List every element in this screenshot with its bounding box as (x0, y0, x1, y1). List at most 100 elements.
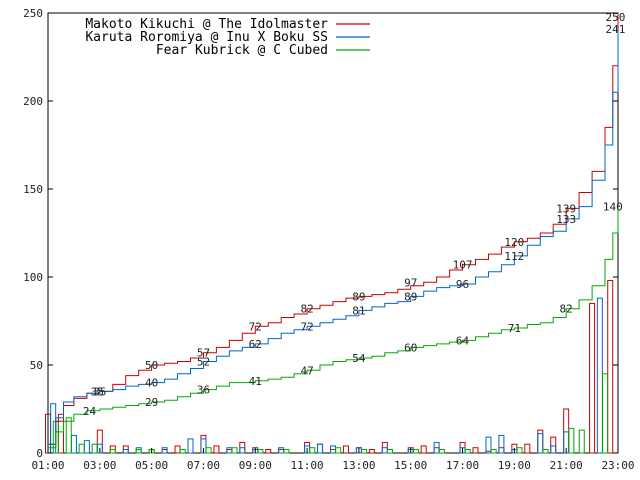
bar-series-2 (226, 447, 233, 454)
line-series-2 (48, 28, 619, 445)
y-tick-label: 100 (23, 271, 43, 284)
bar-series-3 (257, 448, 264, 454)
legend: Makoto Kikuchi @ The Idolmaster Karuta R… (85, 17, 370, 58)
y-tick-label: 50 (30, 359, 43, 372)
x-tick-label: 09:00 (239, 459, 272, 472)
lines-layer (48, 13, 619, 449)
point-label-series-2: 72 (300, 320, 313, 333)
bar-series-3 (602, 373, 609, 454)
bar-series-3 (309, 447, 316, 454)
bar-series-3 (231, 447, 238, 454)
bar-series-3 (78, 443, 85, 454)
bars-layer (45, 280, 614, 454)
bar-series-3 (91, 443, 98, 454)
bar-series-1 (433, 447, 440, 454)
bar-series-3 (361, 448, 368, 454)
point-label-series-3: 47 (300, 364, 313, 377)
x-tick-label: 05:00 (135, 459, 168, 472)
x-tick-label: 21:00 (550, 459, 583, 472)
point-label-series-1: 89 (352, 290, 365, 303)
bar-series-3 (65, 417, 72, 454)
bar-series-2 (239, 447, 246, 454)
point-label-series-1: 107 (453, 259, 473, 272)
bar-series-1 (524, 443, 531, 454)
x-tick-label: 11:00 (291, 459, 324, 472)
x-tick-label: 01:00 (31, 459, 64, 472)
bar-series-1 (368, 448, 375, 454)
point-label-series-2: 40 (145, 377, 158, 390)
bar-series-1 (589, 302, 596, 454)
point-label-series-3: 60 (404, 341, 417, 354)
bar-series-3 (516, 447, 523, 454)
bar-series-2 (161, 447, 168, 454)
bar-series-1 (213, 445, 220, 454)
line-series-3 (48, 206, 619, 449)
point-label-series-2: 241 (605, 23, 625, 36)
bar-series-1 (174, 445, 181, 454)
point-labels-layer: 3550577282899710712013925035405262728189… (83, 11, 626, 418)
bar-series-1 (161, 448, 168, 454)
x-tick-label: 17:00 (446, 459, 479, 472)
bar-series-3 (464, 448, 471, 454)
bar-series-3 (490, 448, 497, 454)
point-label-series-3: 36 (197, 384, 210, 397)
bar-series-1 (265, 448, 272, 454)
bar-series-2 (537, 433, 544, 454)
bar-series-2 (70, 434, 77, 454)
point-label-series-2: 89 (404, 290, 417, 303)
y-tick-label: 200 (23, 95, 43, 108)
point-label-series-3: 24 (83, 405, 97, 418)
point-label-series-2: 81 (352, 304, 365, 317)
bar-series-1 (226, 448, 233, 454)
point-label-series-1: 250 (605, 11, 625, 24)
bar-series-3 (109, 448, 116, 454)
point-label-series-1: 120 (504, 236, 524, 249)
x-tick-label: 15:00 (394, 459, 427, 472)
y-tick-label: 150 (23, 183, 43, 196)
bar-series-3 (542, 448, 549, 454)
bar-series-1 (278, 448, 285, 454)
bar-series-2 (550, 445, 557, 454)
point-label-series-2: 52 (197, 355, 210, 368)
bar-series-3 (335, 447, 342, 454)
bar-series-1 (472, 447, 479, 454)
x-tick-label: 13:00 (342, 459, 375, 472)
point-label-series-1: 139 (556, 202, 576, 215)
point-label-series-3: 64 (456, 334, 470, 347)
bar-series-3 (568, 427, 575, 454)
bar-series-1 (550, 436, 557, 454)
x-tick-label: 23:00 (601, 459, 634, 472)
legend-label-series-2: Karuta Roromiya @ Inu X Boku SS (85, 30, 328, 45)
bar-series-3 (135, 448, 142, 454)
y-axis: 0 50 100 150 200 250 (23, 7, 618, 460)
y-tick-label: 0 (36, 447, 43, 460)
bar-series-1 (563, 408, 570, 454)
bar-series-2 (187, 438, 194, 454)
point-label-series-2: 62 (249, 338, 262, 351)
bar-series-3 (412, 448, 419, 454)
legend-label-series-3: Fear Kubrick @ C Cubed (156, 43, 328, 58)
bar-series-3 (387, 448, 393, 454)
x-tick-label: 19:00 (498, 459, 531, 472)
x-tick-label: 07:00 (187, 459, 220, 472)
point-label-series-1: 35 (91, 385, 104, 398)
bar-series-3 (179, 448, 186, 454)
point-label-series-2: 96 (456, 278, 469, 291)
point-label-series-3: 54 (352, 352, 366, 365)
bar-series-2 (596, 297, 603, 454)
point-label-series-1: 82 (300, 303, 313, 316)
x-tick-label: 03:00 (83, 459, 116, 472)
plot-area-border (47, 12, 619, 454)
bar-series-2 (278, 447, 285, 454)
point-label-series-3: 82 (560, 303, 573, 316)
point-label-series-3: 29 (145, 396, 158, 409)
point-label-series-3: 140 (603, 201, 623, 214)
point-label-series-2: 35 (93, 385, 106, 398)
bar-series-3 (438, 448, 445, 454)
y-tick-label: 250 (23, 7, 43, 20)
bar-series-3 (578, 429, 585, 454)
bar-series-2 (83, 440, 90, 454)
point-label-series-3: 41 (249, 375, 262, 388)
point-label-series-1: 50 (145, 359, 158, 372)
